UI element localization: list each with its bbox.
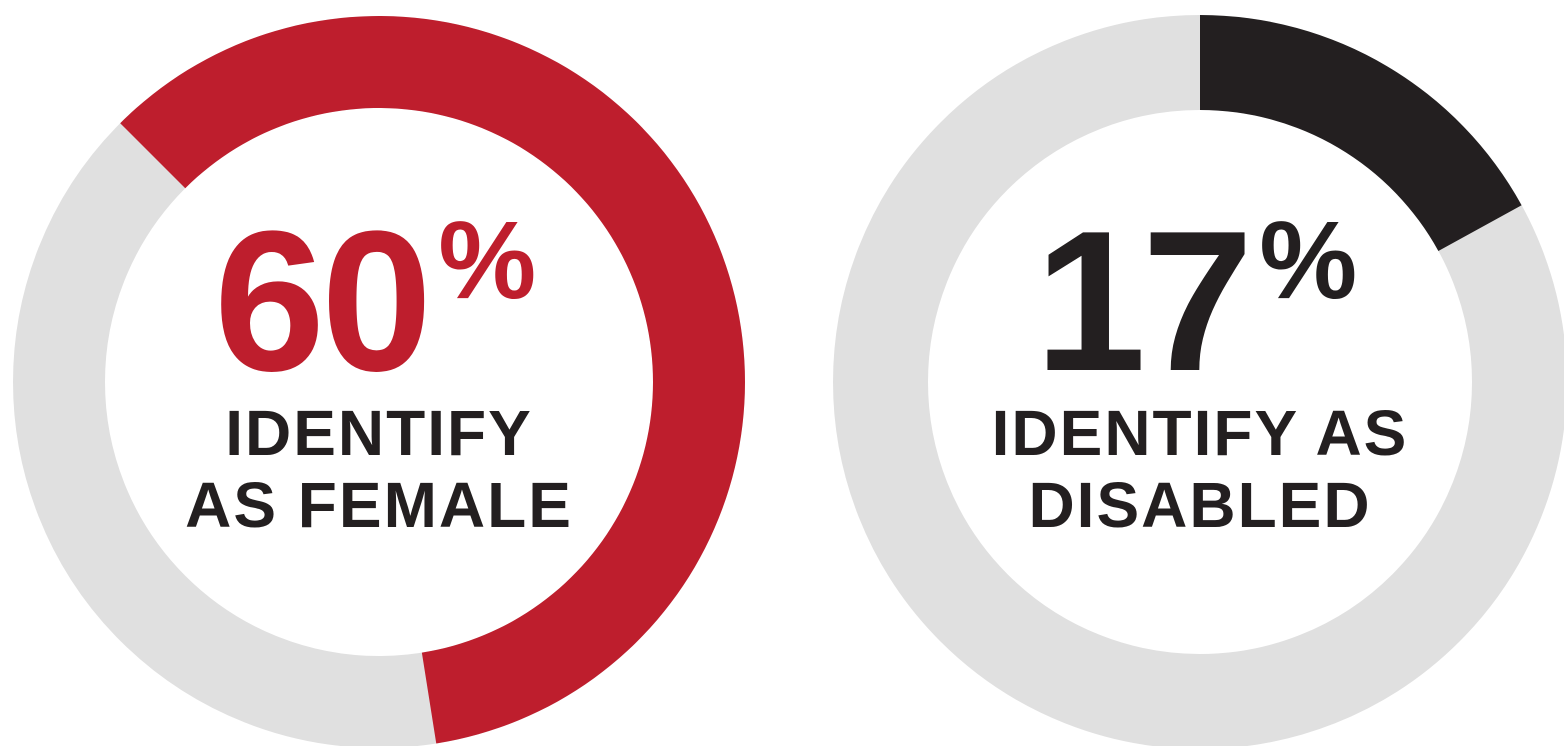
caption-line: DISABLED: [1028, 469, 1371, 541]
donut-segment: [1200, 15, 1522, 251]
donut-segment: [120, 16, 746, 744]
caption-line: AS FEMALE: [185, 469, 573, 541]
value-label: 17%: [1035, 190, 1354, 413]
caption-line: IDENTIFY AS: [992, 397, 1409, 469]
value-label: 60%: [214, 190, 533, 413]
caption-line: IDENTIFY: [225, 397, 533, 469]
